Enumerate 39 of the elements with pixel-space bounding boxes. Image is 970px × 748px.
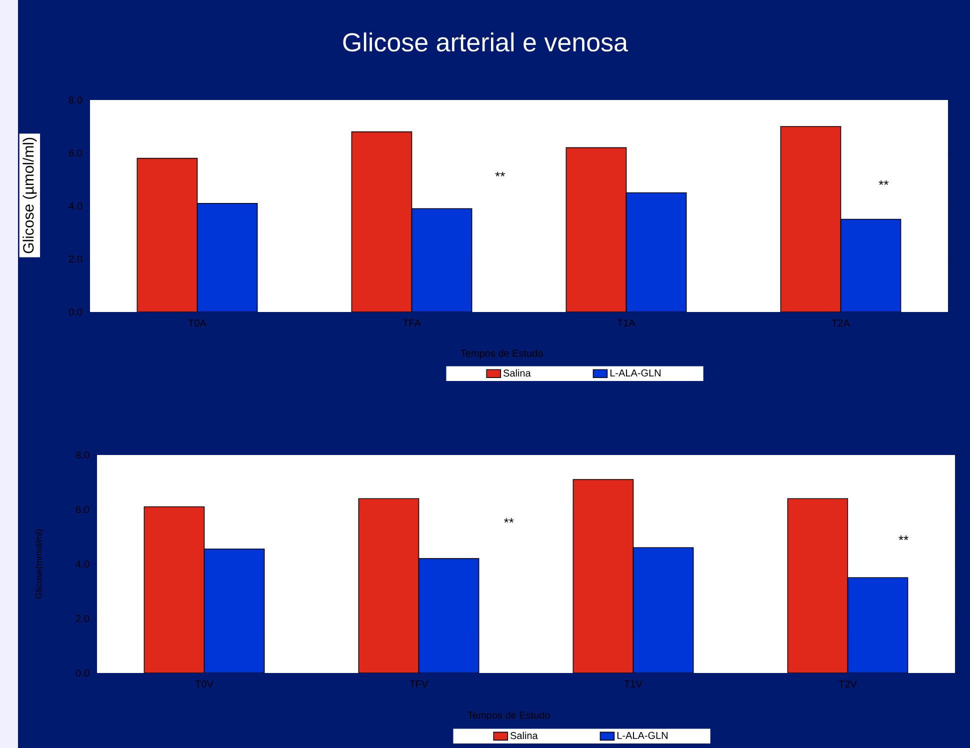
- bar: [351, 131, 412, 312]
- bar: [626, 192, 687, 312]
- bar: [780, 126, 842, 312]
- x-tick-label: T2V: [838, 680, 857, 688]
- y-axis-title: Glicose(mmol/ml): [35, 530, 44, 599]
- y-tick-label: 4.0: [68, 202, 82, 210]
- x-axis-title: Tempos de Estudo: [468, 711, 550, 721]
- y-tick-label: 8.0: [76, 451, 90, 459]
- y-tick-label: 0.0: [76, 669, 90, 677]
- legend-label: L-ALA-GLN: [617, 732, 668, 739]
- legend-label: Salina: [503, 369, 531, 377]
- legend-label: Salina: [510, 732, 538, 740]
- bar: [566, 147, 627, 312]
- y-tick-label: 4.0: [76, 560, 90, 568]
- y-tick-label: 0.0: [68, 308, 82, 316]
- bar: [196, 202, 258, 312]
- x-tick-label: TFV: [410, 680, 428, 688]
- annotation: **: [495, 172, 505, 176]
- x-tick-label: T0V: [195, 680, 214, 688]
- bar: [136, 158, 198, 312]
- y-tick-label: 8.0: [69, 96, 82, 104]
- y-tick-label: 2.0: [69, 255, 82, 263]
- annotation: **: [504, 518, 514, 523]
- x-axis-title: Tempos de Estudo: [460, 349, 543, 359]
- x-tick-label: T1A: [617, 320, 636, 326]
- annotation: **: [898, 536, 908, 540]
- annotation: **: [878, 180, 889, 185]
- x-tick-label: TFA: [402, 320, 421, 326]
- legend-label: L-ALA-GLN: [610, 369, 660, 376]
- bar: [411, 208, 472, 312]
- y-tick-label: 6.0: [76, 506, 90, 514]
- chart-title: Glicose arterial e venosa: [343, 32, 628, 52]
- bar: [840, 218, 902, 312]
- x-tick-label: T1V: [624, 680, 642, 688]
- y-tick-label: 6.0: [69, 149, 82, 157]
- x-tick-label: T2A: [832, 320, 850, 327]
- x-tick-label: T0A: [188, 320, 206, 327]
- y-tick-label: 2.0: [76, 614, 90, 622]
- y-axis-title: Glicose (µmol/ml): [22, 138, 37, 254]
